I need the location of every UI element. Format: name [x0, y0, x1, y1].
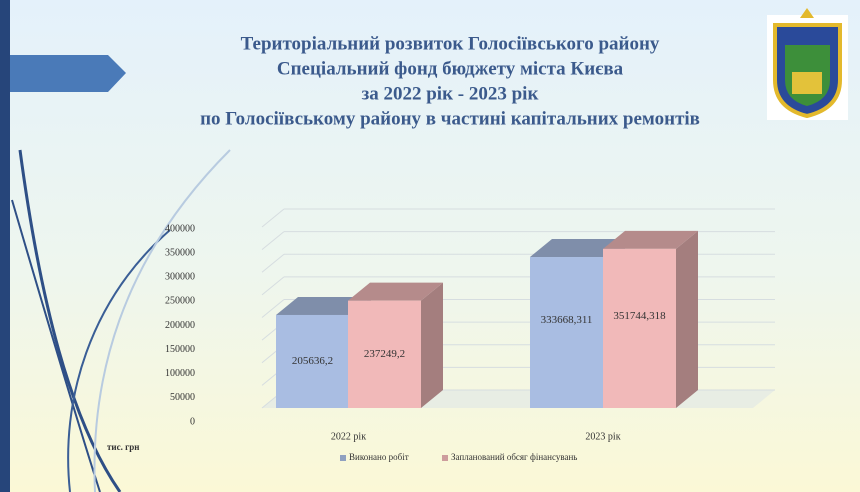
grid-line: [261, 276, 285, 296]
chart-title: по Голосіївському району в частині капіт…: [200, 108, 700, 129]
y-tick-label: 150000: [165, 344, 195, 355]
y-tick-label: 400000: [165, 223, 195, 234]
curve: [67, 229, 171, 492]
curve: [18, 149, 122, 492]
chart-title: Спеціальний фонд бюджету міста Києва: [277, 58, 624, 79]
legend-label: Виконано робіт: [349, 452, 409, 462]
bar: [603, 248, 676, 408]
y-tick-label: 200000: [165, 320, 195, 331]
bar-top: [276, 296, 371, 315]
bar: [348, 300, 421, 408]
curve: [11, 199, 101, 492]
bar-top: [348, 282, 443, 301]
bar-top: [530, 239, 625, 258]
grid-line: [261, 231, 285, 251]
left-stripe: [0, 0, 10, 492]
legend-label: Запланований обсяг фінансувань: [451, 452, 577, 462]
y-tick-label: 0: [190, 416, 195, 427]
legend-swatch: [442, 455, 448, 461]
x-tick-label: 2023 рік: [585, 431, 620, 442]
y-tick-label: 50000: [170, 392, 195, 403]
chart-title: Територіальний розвиток Голосіївського р…: [241, 33, 660, 54]
grid-line: [261, 208, 285, 228]
bar-side: [421, 282, 443, 408]
chart-title: за 2022 рік - 2023 рік: [362, 83, 539, 104]
grid-line: [261, 299, 285, 318]
y-tick-label: 100000: [165, 368, 195, 379]
axis-unit: тис. грн: [107, 442, 139, 452]
data-label: 333668,311: [541, 314, 593, 326]
grid-line: [261, 253, 285, 273]
x-tick-label: 2022 рік: [331, 431, 366, 442]
bar: [530, 257, 603, 408]
y-tick-label: 250000: [165, 296, 195, 307]
y-tick-label: 350000: [165, 247, 195, 258]
y-tick-label: 300000: [165, 272, 195, 283]
data-label: 237249,2: [364, 348, 405, 360]
arrow: [10, 55, 126, 92]
bar: [276, 314, 349, 408]
curve: [93, 149, 231, 492]
emblem: [767, 8, 848, 120]
data-label: 205636,2: [292, 355, 333, 367]
data-label: 351744,318: [613, 310, 666, 322]
legend-swatch: [340, 455, 346, 461]
bar-side: [676, 230, 698, 408]
bar-top: [603, 230, 698, 249]
